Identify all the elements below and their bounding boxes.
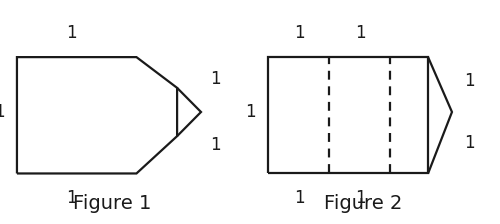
Text: Figure 1: Figure 1 <box>74 194 152 213</box>
Text: 1: 1 <box>464 72 474 90</box>
Text: 1: 1 <box>0 103 5 121</box>
Text: 1: 1 <box>294 189 304 207</box>
Text: 1: 1 <box>210 136 221 154</box>
Text: 1: 1 <box>354 24 366 42</box>
Text: 1: 1 <box>246 103 256 121</box>
Text: 1: 1 <box>66 189 77 207</box>
Text: Figure 2: Figure 2 <box>324 194 402 213</box>
Text: 1: 1 <box>66 24 77 42</box>
Text: 1: 1 <box>210 70 221 88</box>
Text: 1: 1 <box>294 24 304 42</box>
Text: 1: 1 <box>464 134 474 152</box>
Text: 1: 1 <box>354 189 366 207</box>
